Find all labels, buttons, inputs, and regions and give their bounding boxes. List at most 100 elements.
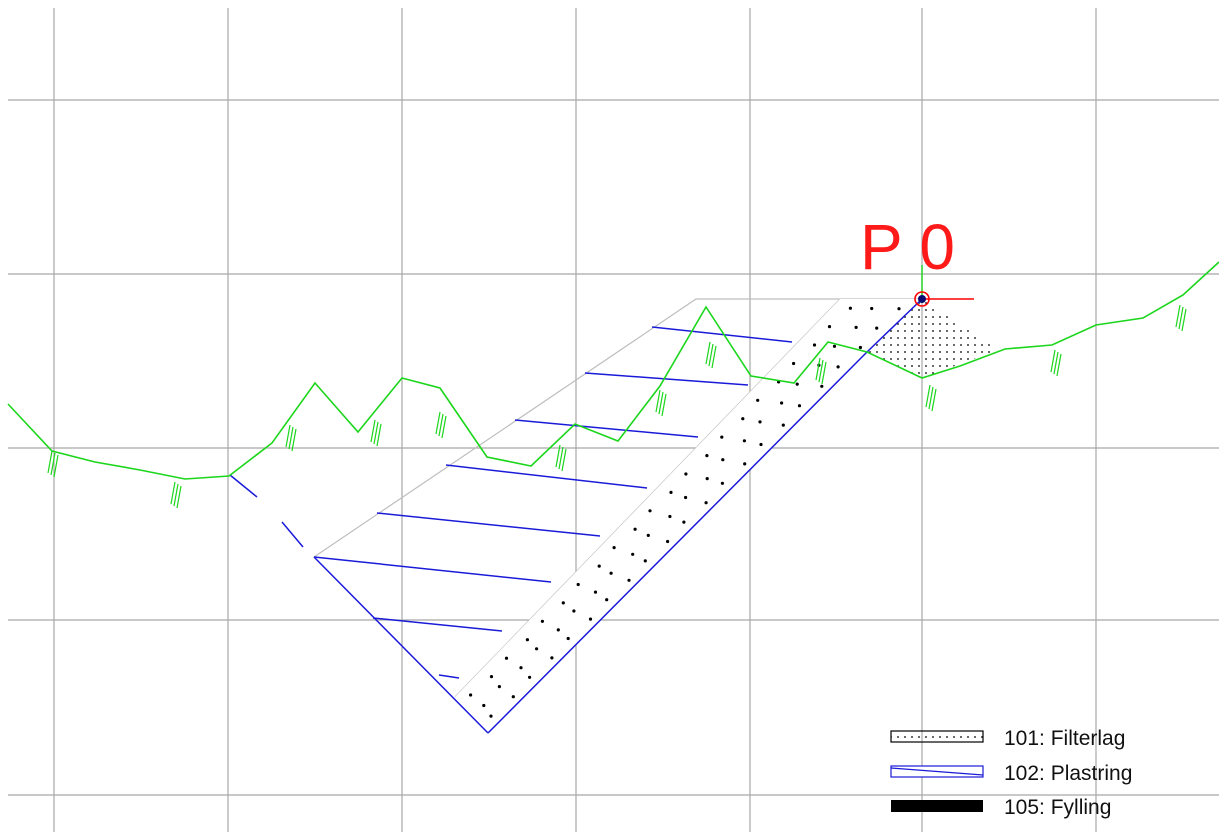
filter-dot <box>593 590 598 594</box>
filter-dot <box>705 454 709 458</box>
filter-dot <box>504 656 509 660</box>
slope-tick <box>1050 349 1056 373</box>
filter-dot <box>682 520 686 524</box>
filter-dot <box>648 509 652 513</box>
slope-tick <box>170 481 176 505</box>
slope-tick <box>925 384 931 408</box>
terrain-line <box>7 261 1219 509</box>
filter-dot <box>631 552 635 556</box>
fylling-swatch <box>891 800 983 812</box>
filter-dot <box>469 693 473 697</box>
filter-dot <box>854 325 858 329</box>
legend: 101: Filterlag 102: Plastring 105: Fylli… <box>890 727 1132 819</box>
filter-dot <box>489 714 493 718</box>
slope-tick <box>285 424 291 448</box>
slope-tick <box>441 415 447 439</box>
slope-tick <box>658 391 664 415</box>
filter-dot <box>870 306 874 311</box>
filter-dot <box>511 695 515 699</box>
filter-dot <box>820 384 824 388</box>
slope-tick <box>708 343 714 367</box>
slope-tick <box>370 419 376 443</box>
slope-tick <box>1181 308 1187 332</box>
filter-dot <box>588 617 593 621</box>
filter-dot <box>612 546 616 550</box>
filter-dot <box>743 462 747 466</box>
grid <box>8 8 1219 832</box>
slope-tick <box>655 389 661 413</box>
filter-dot <box>875 326 879 330</box>
filter-dot <box>540 619 545 623</box>
filter-dot <box>561 601 565 605</box>
filter-dot <box>759 442 763 447</box>
filter-dot <box>668 514 672 519</box>
plastring-hatch <box>229 298 923 734</box>
legend-label-fylling: 105: Fylling <box>1004 796 1111 819</box>
filter-dot <box>627 578 631 582</box>
filter-dot <box>780 401 784 405</box>
filter-dot <box>704 501 708 505</box>
filter-dot <box>832 344 837 348</box>
filter-dot <box>525 638 530 642</box>
filter-dots <box>469 306 901 718</box>
slope-tick <box>47 450 53 474</box>
filter-dot <box>684 495 688 500</box>
filter-dot <box>597 564 601 568</box>
filter-dot <box>897 307 901 311</box>
slope-tick <box>1053 351 1059 375</box>
slope-tick <box>928 386 934 410</box>
slope-tick <box>818 359 824 383</box>
slope-tick <box>711 345 717 369</box>
filter-dot <box>836 365 840 369</box>
filter-dot <box>669 490 673 494</box>
filter-dot <box>721 458 725 462</box>
filter-dot <box>812 343 817 347</box>
slope-tick <box>53 454 59 478</box>
filter-dot <box>519 666 523 670</box>
filterlag-swatch <box>890 730 984 743</box>
filter-dot <box>482 703 486 708</box>
slope-tick <box>931 388 937 412</box>
slope-tick <box>1175 304 1181 328</box>
legend-label-filterlag: 101: Filterlag <box>1004 727 1125 750</box>
legend-item-fylling: 105: Fylling <box>891 796 1111 819</box>
filter-dot <box>720 435 724 439</box>
point-marker-p0 <box>914 265 974 307</box>
slope-tick <box>555 444 561 468</box>
filter-dot <box>797 404 802 408</box>
filter-dot <box>848 306 853 310</box>
slope-tick <box>50 452 56 476</box>
filter-dot <box>666 539 670 544</box>
legend-item-plastring: 102: Plastring <box>890 762 1132 785</box>
filter-dot <box>609 571 613 575</box>
slope-tick <box>438 413 444 437</box>
slope-tick <box>558 446 564 470</box>
slope-tick <box>288 426 294 450</box>
filter-dot <box>646 533 650 538</box>
filter-dot <box>684 472 688 476</box>
slope-tick <box>705 341 711 365</box>
filterlag-band <box>455 299 998 733</box>
filter-dot <box>535 647 539 651</box>
filter-dot <box>528 675 532 679</box>
filter-dot <box>643 559 647 563</box>
slope-tick <box>1056 353 1062 377</box>
filter-dot <box>576 582 580 587</box>
slope-tick <box>176 485 182 509</box>
slope-tick <box>821 361 827 385</box>
slope-tick <box>661 393 667 417</box>
filter-dot <box>741 417 745 421</box>
slope-tick <box>291 428 297 452</box>
filter-dot <box>556 628 560 632</box>
slope-tick <box>815 357 821 381</box>
filter-dot <box>792 361 796 366</box>
filter-dot <box>720 481 725 485</box>
filter-dot <box>858 345 863 350</box>
filter-dot <box>633 527 637 531</box>
slope-tick <box>1178 306 1184 330</box>
filter-dot <box>795 382 799 386</box>
slope-tick <box>561 448 567 472</box>
filter-dot <box>781 423 785 427</box>
legend-item-filterlag: 101: Filterlag <box>890 727 1125 750</box>
